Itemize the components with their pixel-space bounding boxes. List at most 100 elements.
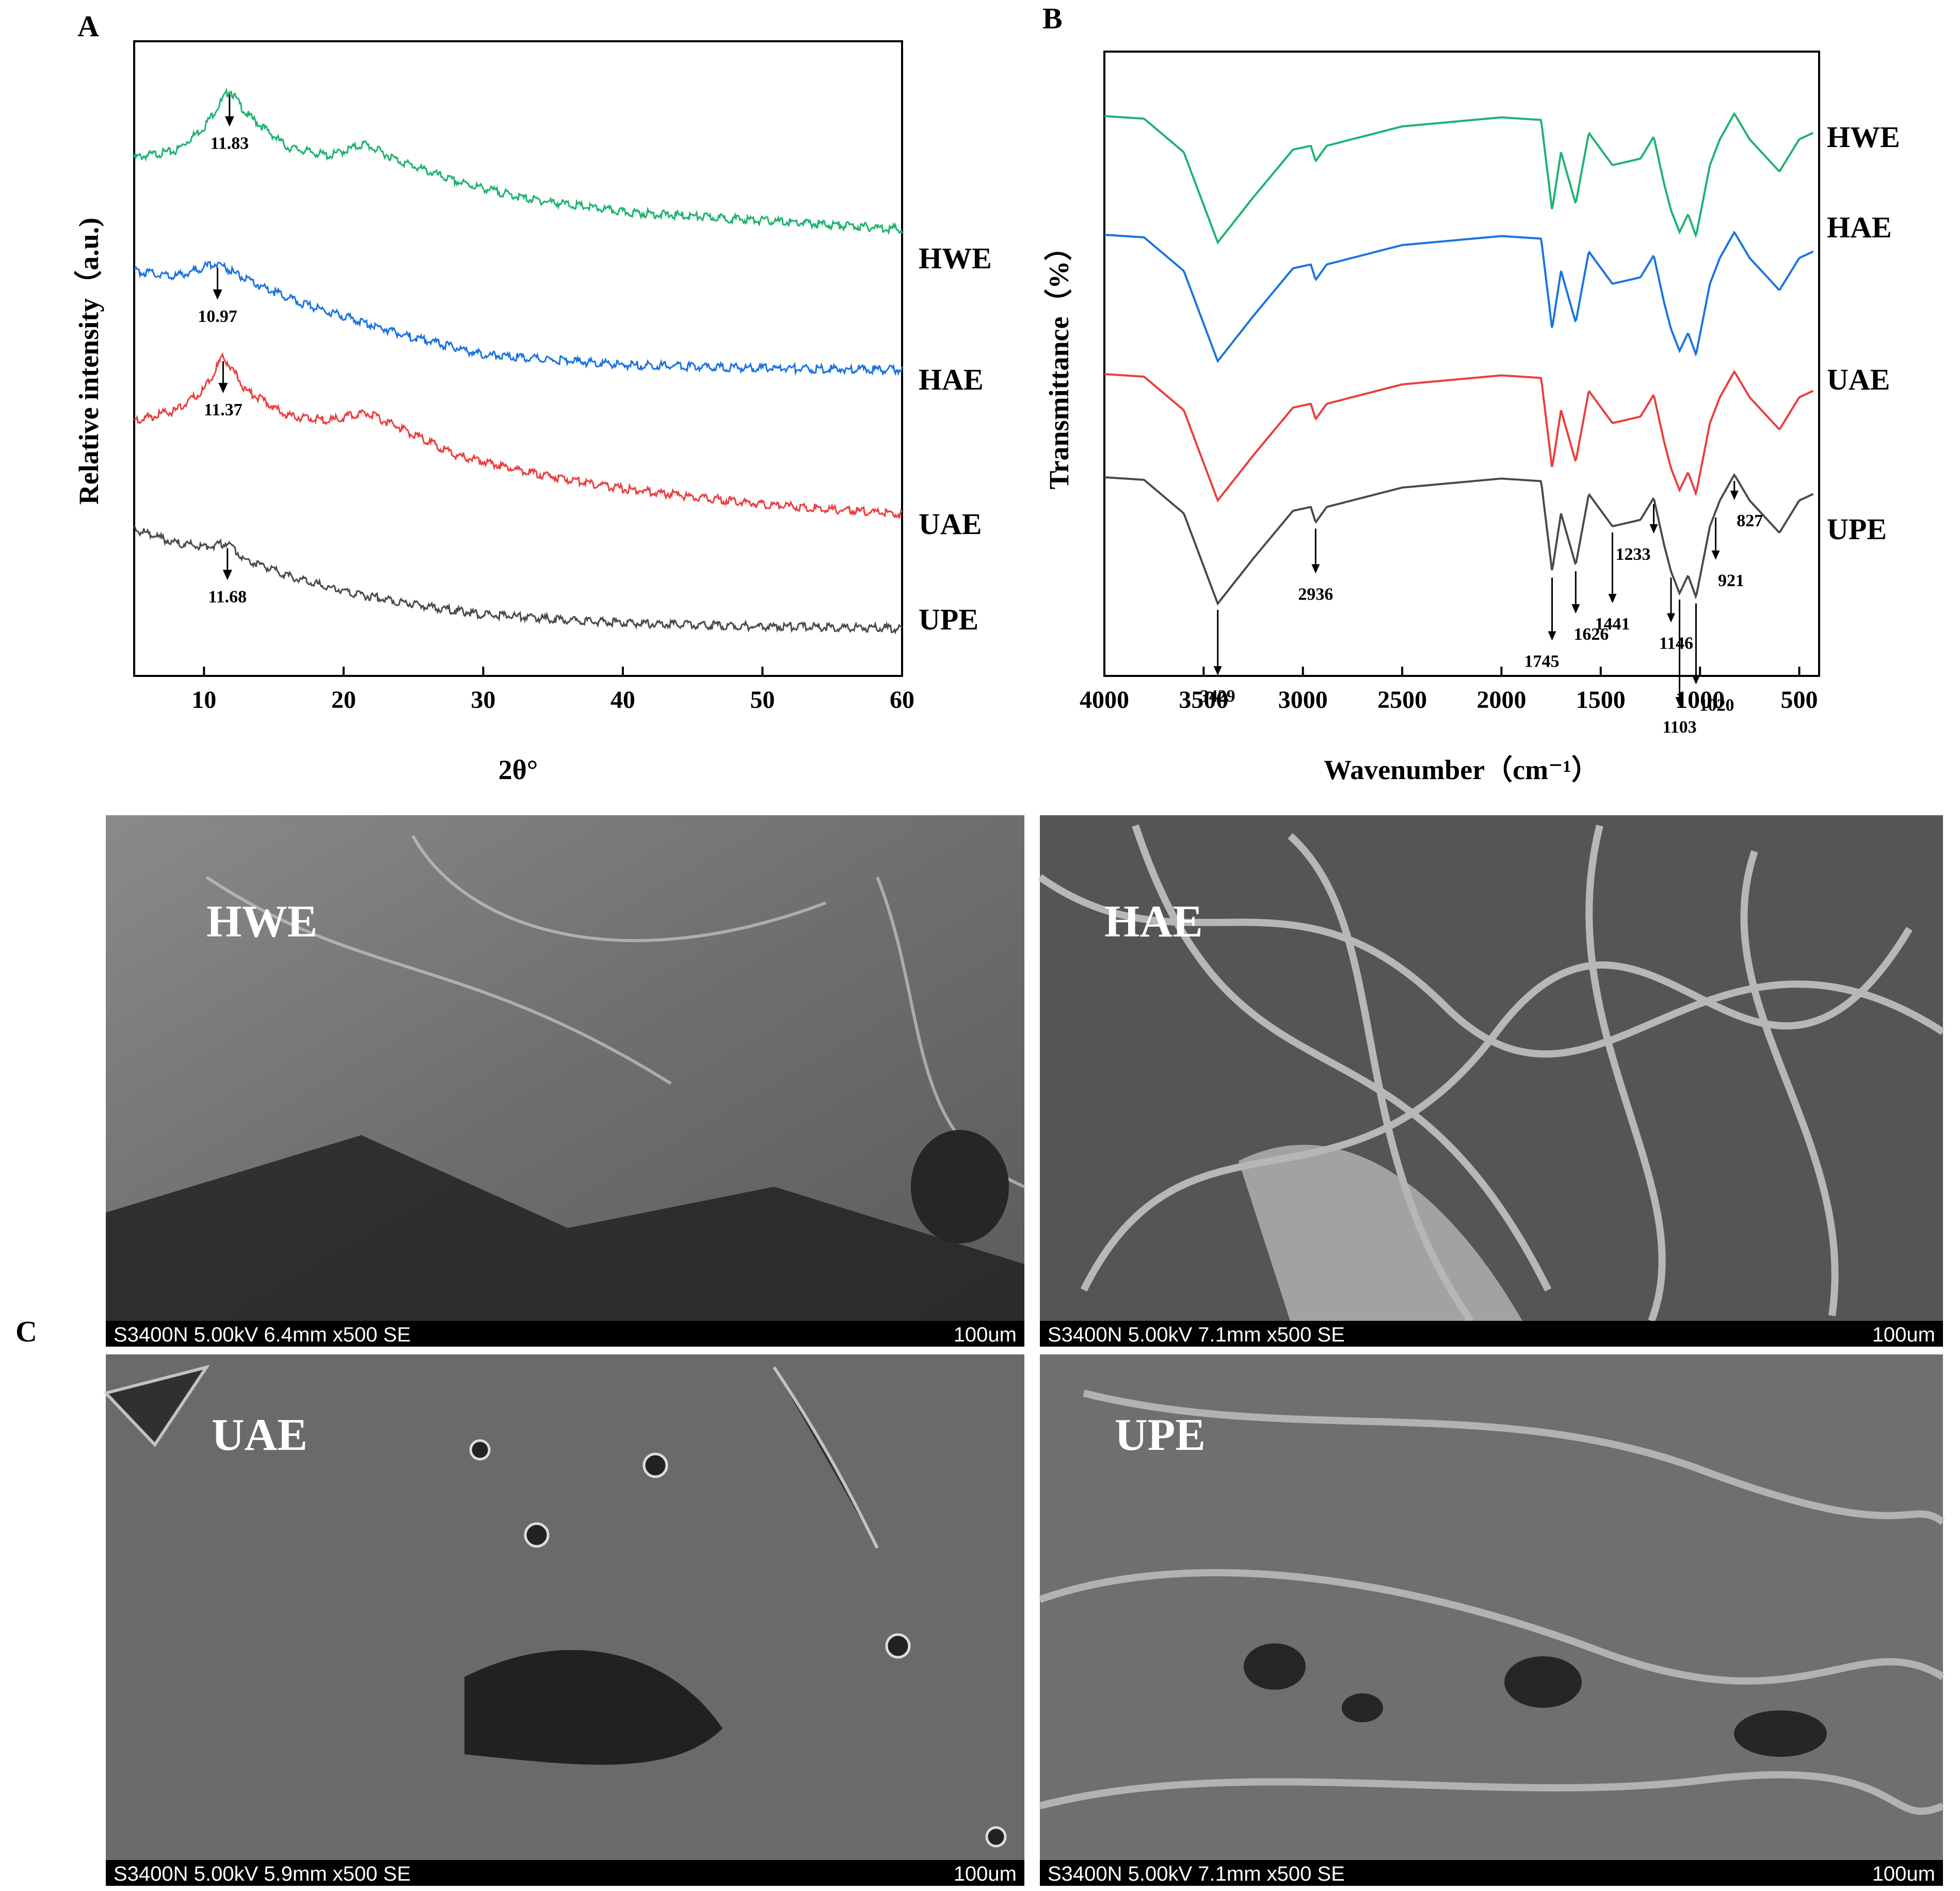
sem-info-bar-upe xyxy=(1040,1860,1943,1886)
sem-info-text-uae: S3400N 5.00kV 5.9mm x500 SE xyxy=(114,1863,411,1885)
xrd-series-label-upe: UPE xyxy=(919,603,978,636)
ftir-series xyxy=(1104,112,1814,606)
sem-scale-hwe: 100um xyxy=(954,1323,1017,1346)
xrd-peak-label: 11.83 xyxy=(210,134,249,153)
ftir-x-ticks: 4000 3500 3000 2500 2000 1500 1000 500 xyxy=(1080,667,1818,714)
ftir-peak-label: 2936 xyxy=(1298,585,1333,604)
ftir-x-tick-label: 3500 xyxy=(1179,686,1228,714)
ftir-peak-arrowhead xyxy=(1649,524,1658,534)
ftir-peak-arrowhead xyxy=(1571,604,1580,613)
sem-info-text-hae: S3400N 5.00kV 7.1mm x500 SE xyxy=(1048,1323,1345,1346)
ftir-peak-label: 1020 xyxy=(1699,696,1734,715)
ftir-x-tick-label: 1500 xyxy=(1576,686,1626,714)
xrd-series-line-upe xyxy=(133,526,903,635)
ftir-x-tick-label: 2500 xyxy=(1377,686,1427,714)
ftir-series-label-hwe: HWE xyxy=(1827,120,1900,154)
xrd-x-tick-label: 30 xyxy=(471,686,495,714)
sem-texture-uae xyxy=(464,1650,722,1765)
ftir-series-labels: HWE HAE UAE UPE xyxy=(1827,120,1900,546)
sem-image-uae xyxy=(106,1354,1024,1886)
xrd-plot-frame xyxy=(133,40,903,677)
xrd-chart: 10 20 30 40 50 60 11.83 10.97 11.37 11.68 HWE HAE… xyxy=(73,40,992,785)
sem-panel-hae: HAE S3400N 5.00kV 7.1mm x500 SE 100um xyxy=(1037,815,1945,1347)
xrd-peak-label: 11.68 xyxy=(208,587,247,606)
ftir-peak-arrowhead xyxy=(1711,551,1720,560)
sem-scale-upe: 100um xyxy=(1872,1863,1935,1885)
xrd-peak-arrowhead xyxy=(218,383,228,393)
ftir-x-tick-label: 1000 xyxy=(1675,686,1725,714)
sem-image-upe xyxy=(1040,1354,1943,1886)
xrd-series-labels: HWE HAE UAE UPE xyxy=(919,241,992,636)
ftir-peak-arrowhead xyxy=(1675,697,1684,706)
ftir-series-line-hae xyxy=(1104,231,1814,363)
ftir-x-tick-label: 3000 xyxy=(1278,686,1328,714)
sem-sample-label-hwe: HWE xyxy=(206,897,317,947)
sem-info-bar-hwe xyxy=(106,1321,1024,1347)
sem-scale-uae: 100um xyxy=(954,1863,1017,1885)
ftir-peak-arrowhead xyxy=(1311,564,1320,574)
ftir-peak-arrowhead xyxy=(1608,594,1617,603)
xrd-series-line-hwe xyxy=(133,87,903,235)
ftir-peak-label: 1146 xyxy=(1659,634,1693,653)
ftir-peak-label: 1233 xyxy=(1616,545,1651,564)
sem-panel-uae: UAE S3400N 5.00kV 5.9mm x500 SE 100um xyxy=(103,1354,1024,1886)
sem-info-bar-uae xyxy=(106,1860,1024,1886)
xrd-peak-arrowhead xyxy=(224,116,234,127)
sem-panels: HWE S3400N 5.00kV 6.4mm x500 SE 100um HA… xyxy=(103,815,1946,1886)
sem-scale-hae: 100um xyxy=(1872,1323,1935,1346)
panel-letter-b: B xyxy=(1042,2,1063,35)
xrd-series xyxy=(133,87,903,635)
xrd-x-tick-label: 50 xyxy=(750,686,775,714)
ftir-x-tick-label: 4000 xyxy=(1080,686,1129,714)
xrd-x-tick-label: 10 xyxy=(191,686,216,714)
ftir-peak-label: 921 xyxy=(1718,571,1744,590)
sem-texture-hae xyxy=(1037,824,1945,1323)
ftir-series-label-hae: HAE xyxy=(1827,211,1892,244)
ftir-peak-label: 1745 xyxy=(1524,652,1560,671)
ftir-x-tick-label: 2000 xyxy=(1476,686,1526,714)
xrd-peak-label: 11.37 xyxy=(204,400,243,419)
sem-panel-hwe: HWE S3400N 5.00kV 6.4mm x500 SE 100um xyxy=(106,815,1025,1347)
xrd-y-axis-label: Relative intensity（a.u.) xyxy=(73,218,104,505)
xrd-x-axis-label: 2θ° xyxy=(499,754,538,785)
ftir-series-line-upe xyxy=(1104,473,1814,606)
ftir-peak-label: 1103 xyxy=(1662,718,1696,737)
xrd-series-label-uae: UAE xyxy=(919,507,982,541)
ftir-x-axis-label: Wavenumber（cm⁻¹） xyxy=(1324,754,1599,785)
sem-info-text-upe: S3400N 5.00kV 7.1mm x500 SE xyxy=(1048,1863,1345,1885)
sem-texture-upe xyxy=(1038,1389,1946,1815)
ftir-peak-arrowhead xyxy=(1213,666,1222,675)
xrd-peak-annotations: 11.83 10.97 11.37 11.68 xyxy=(198,94,249,606)
xrd-peak-arrowhead xyxy=(213,289,222,300)
xrd-series-line-uae xyxy=(134,352,903,519)
ftir-peak-label: 827 xyxy=(1737,511,1763,530)
xrd-series-label-hae: HAE xyxy=(919,363,984,396)
xrd-x-ticks: 10 20 30 40 50 60 xyxy=(191,667,914,714)
xrd-series-label-hwe: HWE xyxy=(919,241,992,275)
xrd-peak-label: 10.97 xyxy=(198,307,237,326)
sem-sample-label-upe: UPE xyxy=(1115,1410,1206,1460)
ftir-peak-label: 1441 xyxy=(1595,615,1630,634)
ftir-x-tick-label: 500 xyxy=(1781,686,1818,714)
xrd-x-tick-label: 20 xyxy=(331,686,356,714)
sem-texture-hwe xyxy=(106,1135,1024,1321)
panel-letter-c: C xyxy=(15,1315,37,1348)
xrd-peak-arrowhead xyxy=(222,570,232,580)
sem-panel-upe: UPE S3400N 5.00kV 7.1mm x500 SE 100um xyxy=(1038,1354,1946,1886)
ftir-series-line-uae xyxy=(1104,370,1814,503)
xrd-x-tick-label: 60 xyxy=(890,686,914,714)
sem-sample-label-uae: UAE xyxy=(212,1410,308,1460)
ftir-peak-arrowhead xyxy=(1548,631,1556,641)
sem-sample-label-hae: HAE xyxy=(1104,897,1203,947)
ftir-chart: 4000 3500 3000 2500 2000 1500 1000 500 3429 2936… xyxy=(1043,51,1900,785)
sem-info-text-hwe: S3400N 5.00kV 6.4mm x500 SE xyxy=(114,1323,411,1346)
ftir-plot-frame xyxy=(1103,51,1820,677)
ftir-peak-label: 3429 xyxy=(1200,687,1235,706)
ftir-y-axis-label: Transmittance（%） xyxy=(1043,233,1074,490)
ftir-series-label-upe: UPE xyxy=(1827,512,1887,546)
sem-info-bar-hae xyxy=(1040,1321,1943,1347)
ftir-series-label-uae: UAE xyxy=(1827,363,1890,396)
ftir-peak-arrowhead xyxy=(1666,613,1675,623)
sem-image-hae xyxy=(1040,815,1943,1347)
